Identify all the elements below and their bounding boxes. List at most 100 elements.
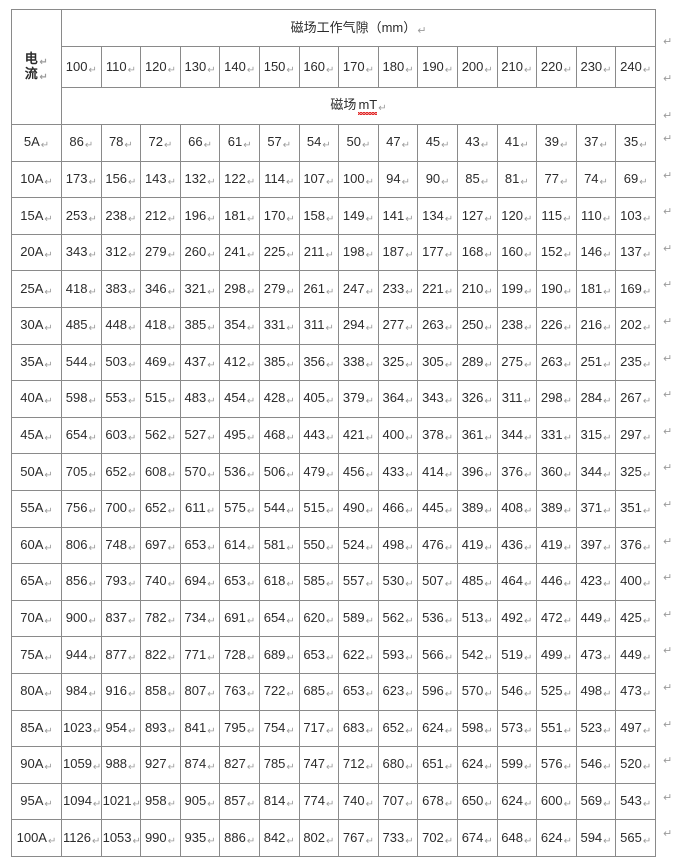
table-cell-field-value: 132↵	[179, 160, 221, 199]
margin-paragraph-mark: ↵	[663, 241, 673, 255]
field-value: 611	[185, 500, 206, 516]
field-value: 221	[422, 280, 444, 296]
table-cell-field-value: 137↵	[615, 233, 657, 272]
table-cell-field-value: 103↵	[615, 197, 657, 235]
table-cell-field-value: 485↵	[61, 306, 102, 345]
table-cell-field-value: 653↵	[179, 526, 221, 565]
paragraph-mark: ↵	[44, 799, 53, 811]
table-cell-field-value: 841↵	[179, 709, 221, 748]
header-gap-column-value: 180	[382, 58, 405, 74]
table-cell-field-value: 338↵	[338, 343, 379, 382]
paragraph-mark: ↵	[523, 579, 533, 591]
header-gap-column: 100↵	[61, 46, 102, 88]
field-value: 728	[224, 646, 246, 662]
table-row: 25A↵ 418↵ 383↵ 346↵ 321↵ 298↵ 279↵ 261↵ 247↵ 233↵…	[11, 270, 657, 308]
paragraph-mark: ↵	[207, 762, 216, 774]
field-value: 674	[461, 829, 484, 845]
field-value: 425	[620, 610, 642, 626]
table-cell-field-value: 421↵	[338, 416, 379, 455]
table-cell-field-value: 437↵	[179, 343, 221, 382]
table-cell-field-value: 624↵	[496, 782, 538, 821]
row-current-label: 15A↵	[11, 197, 62, 235]
margin-paragraph-mark: ↵	[663, 607, 673, 621]
paragraph-mark: ↵	[326, 433, 335, 445]
table-cell-field-value: 107↵	[298, 160, 340, 199]
field-value: 379	[342, 390, 365, 406]
paragraph-mark: ↵	[642, 835, 652, 847]
field-value: 233	[382, 280, 405, 296]
table-cell-field-value: 247↵	[338, 270, 379, 308]
field-value: 705	[65, 463, 88, 479]
field-value: 263	[422, 317, 444, 333]
field-value: 449	[620, 646, 642, 662]
table-cell-field-value: 449↵	[615, 636, 657, 674]
paragraph-mark: ↵	[243, 140, 252, 152]
paragraph-mark: ↵	[128, 250, 137, 262]
paragraph-mark: ↵	[326, 835, 335, 847]
field-value: 598	[65, 390, 88, 406]
table-cell-field-value: 497↵	[615, 709, 657, 748]
field-value: 235	[620, 353, 642, 369]
table-row: 45A↵ 654↵ 603↵ 562↵ 527↵ 495↵ 468↵ 443↵ 421↵ 400↵…	[11, 416, 657, 455]
table-cell-field-value: 344↵	[575, 453, 617, 491]
paragraph-mark: ↵	[563, 213, 572, 225]
table-cell-field-value: 158↵	[298, 197, 340, 235]
field-value: 198	[342, 244, 365, 260]
field-value: 385	[263, 353, 286, 369]
field-value: 57	[267, 134, 282, 150]
field-value: 562	[144, 427, 167, 443]
table-cell-field-value: 648↵	[496, 819, 538, 857]
paragraph-mark: ↵	[286, 433, 295, 445]
field-value: 279	[263, 280, 286, 296]
paragraph-mark: ↵	[444, 506, 454, 518]
table-cell-field-value: 181↵	[575, 270, 617, 308]
paragraph-mark: ↵	[246, 652, 256, 664]
paragraph-mark: ↵	[326, 396, 335, 408]
paragraph-mark: ↵	[88, 469, 97, 481]
field-value: 81	[504, 170, 520, 186]
field-value: 43	[465, 134, 480, 150]
table-cell-field-value: 297↵	[615, 416, 657, 455]
field-value: 343	[422, 390, 444, 406]
field-value: 446	[540, 573, 563, 589]
paragraph-mark: ↵	[444, 359, 454, 371]
field-value: 566	[422, 646, 444, 662]
table-cell-field-value: 425↵	[615, 599, 657, 638]
paragraph-mark: ↵	[286, 64, 295, 76]
field-value: 267	[620, 390, 642, 406]
paragraph-mark: ↵	[325, 323, 334, 335]
field-value: 321	[184, 280, 207, 296]
paragraph-mark: ↵	[444, 835, 454, 847]
table-cell-field-value: 321↵	[179, 270, 221, 308]
field-value: 61	[227, 134, 243, 150]
table-cell-field-value: 984↵	[61, 672, 102, 711]
table-row: 90A↵ 1059↵ 988↵ 927↵ 874↵ 827↵ 785↵ 747↵ 712↵ 680…	[11, 746, 657, 784]
table-cell-field-value: 513↵	[456, 599, 498, 638]
field-value: 702	[422, 829, 444, 845]
field-value: 927	[144, 756, 167, 772]
margin-paragraph-mark: ↵	[663, 827, 673, 841]
table-cell-field-value: 858↵	[140, 672, 181, 711]
paragraph-mark: ↵	[322, 140, 331, 152]
field-value: 378	[422, 427, 444, 443]
table-cell-field-value: 311↵	[496, 380, 538, 418]
table-cell-field-value: 557↵	[338, 563, 379, 601]
paragraph-mark: ↵	[523, 286, 533, 298]
table-cell-field-value: 596↵	[417, 672, 458, 711]
paragraph-mark: ↵	[246, 542, 256, 554]
paragraph-mark: ↵	[563, 725, 572, 737]
field-value: 210	[461, 280, 484, 296]
paragraph-mark: ↵	[128, 542, 137, 554]
table-cell-field-value: 543↵	[615, 782, 657, 821]
paragraph-mark: ↵	[44, 323, 53, 335]
table-cell-field-value: 747↵	[298, 746, 340, 784]
paragraph-mark: ↵	[128, 616, 137, 628]
paragraph-mark: ↵	[167, 762, 177, 774]
table-cell-field-value: 503↵	[100, 343, 142, 382]
paragraph-mark: ↵	[365, 396, 374, 408]
field-value: 158	[303, 207, 326, 223]
paragraph-mark: ↵	[405, 762, 414, 774]
row-current-label: 85A↵	[11, 709, 62, 748]
field-value: 585	[303, 573, 326, 589]
table-cell-field-value: 456↵	[338, 453, 379, 491]
